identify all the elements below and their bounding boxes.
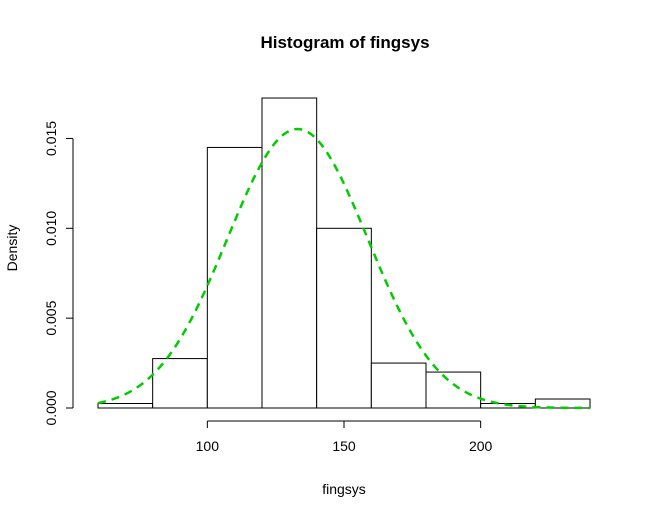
x-tick-label: 150	[332, 438, 356, 454]
x-tick-label: 100	[196, 438, 220, 454]
x-tick-label: 200	[469, 438, 493, 454]
y-axis: 0.000 0.005 0.010 0.015	[43, 121, 74, 426]
density-curve	[97, 127, 591, 410]
histogram-bar	[316, 227, 372, 409]
histogram-bar	[425, 371, 482, 409]
y-axis-label: Density	[4, 225, 20, 272]
y-tick-label: 0.000	[43, 390, 59, 425]
histogram-bar	[261, 97, 318, 409]
histogram-bar	[97, 403, 154, 409]
y-tick-label: 0.010	[43, 211, 59, 246]
bars-group	[97, 97, 591, 409]
histogram-bar	[206, 146, 263, 409]
y-tick-label: 0.005	[43, 300, 59, 335]
chart-title: Histogram of fingsys	[260, 33, 429, 52]
y-tick-label: 0.015	[43, 121, 59, 156]
x-axis-label: fingsys	[322, 481, 366, 497]
histogram-bar	[370, 362, 427, 409]
x-axis: 100 150 200	[196, 420, 493, 454]
